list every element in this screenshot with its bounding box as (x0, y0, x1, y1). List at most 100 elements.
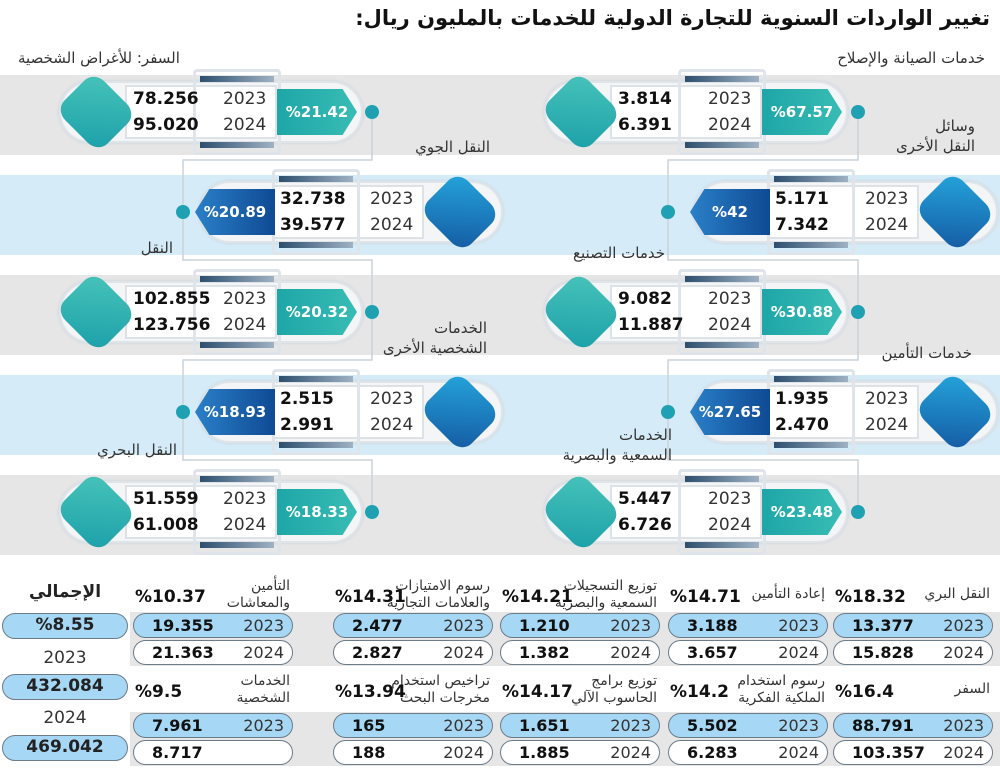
pill-2023: 3.188 2023 (668, 613, 828, 638)
year-2023: 2023 (243, 716, 284, 735)
year-2023: 2023 (865, 189, 909, 209)
year-2023: 2023 (370, 389, 414, 409)
card: %18.33 51.559 61.008 2023 2024 (54, 469, 367, 555)
card: %20.89 32.738 39.577 2023 2024 (195, 169, 507, 255)
year-2023: 2023 (778, 716, 819, 735)
value-2023: 165 (352, 716, 386, 735)
table-label: النقل البري (924, 586, 990, 602)
connector-dot (365, 305, 379, 319)
card: %20.32 102.855 123.756 2023 2024 (54, 269, 367, 355)
frame-strip (774, 242, 848, 248)
percent-badge: %21.42 (277, 89, 357, 135)
frame-strip (279, 376, 353, 382)
table-percent: %18.32 (835, 587, 906, 607)
percent-badge: %18.33 (277, 489, 357, 535)
pill-2023: 1.210 2023 (500, 613, 660, 638)
value-2023: 19.355 (152, 616, 214, 635)
panel-frame (193, 69, 281, 155)
connector-dot (661, 405, 675, 419)
value-2024: 61.008 (133, 515, 199, 535)
category-label: النقل (140, 239, 173, 257)
percent-badge: %42 (690, 189, 770, 235)
pill-2024: 103.357 2024 (833, 740, 993, 765)
total-year-2023: 2023 (43, 648, 87, 668)
frame-strip (279, 176, 353, 182)
value-2023: 1.651 (519, 716, 570, 735)
pill-2024: 6.283 2024 (668, 740, 828, 765)
category-label: خدمات التأمين (881, 344, 972, 362)
pill-2023: 5.502 2023 (668, 713, 828, 738)
value-2024: 95.020 (133, 115, 199, 135)
value-2024: 11.887 (618, 315, 684, 335)
value-panel (125, 85, 277, 139)
year-2023: 2023 (865, 389, 909, 409)
year-2024: 2024 (370, 215, 414, 235)
frame-strip (200, 142, 274, 148)
year-2023: 2023 (943, 616, 984, 635)
value-2023: 5.447 (618, 489, 672, 509)
year-2023: 2023 (370, 189, 414, 209)
year-2023: 2023 (223, 289, 267, 309)
frame-strip (200, 276, 274, 282)
pill-2024: 1.382 2024 (500, 640, 660, 665)
value-2024: 103.357 (852, 743, 925, 762)
panel-frame (678, 69, 766, 155)
value-panel (610, 85, 762, 139)
frame-strip (279, 242, 353, 248)
table-percent: %14.21 (502, 587, 573, 607)
connector-line (182, 312, 373, 412)
value-2024: 1.885 (519, 743, 570, 762)
year-2023: 2023 (243, 616, 284, 635)
table-percent: %13.94 (335, 682, 406, 702)
year-2024: 2024 (865, 415, 909, 435)
value-panel (610, 485, 762, 539)
connector-dot (851, 505, 865, 519)
frame-strip (774, 376, 848, 382)
value-panel (610, 285, 762, 339)
frame-strip (200, 76, 274, 82)
value-2023: 3.188 (687, 616, 738, 635)
frame-strip (685, 276, 759, 282)
table-label: إعادة التأمين (751, 586, 825, 602)
value-2023: 88.791 (852, 716, 914, 735)
connector-dot (851, 305, 865, 319)
connector-line (667, 212, 859, 312)
frame-strip (774, 176, 848, 182)
frame-strip (200, 476, 274, 482)
connector-dot (176, 405, 190, 419)
year-2023: 2023 (443, 616, 484, 635)
year-2024: 2024 (610, 743, 651, 762)
value-2023: 32.738 (280, 189, 346, 209)
card: %42 5.171 7.342 2023 2024 (690, 169, 1000, 255)
frame-strip (685, 342, 759, 348)
value-2024: 7.342 (775, 215, 829, 235)
year-2024: 2024 (708, 115, 752, 135)
total-percent: %8.55 (2, 613, 128, 639)
year-2023: 2023 (943, 716, 984, 735)
total-label: الإجمالي (28, 582, 102, 602)
value-2024: 2.827 (352, 643, 403, 662)
pill-2024: 21.363 2024 (133, 640, 293, 665)
value-panel (125, 285, 277, 339)
year-2024: 2024 (865, 215, 909, 235)
connector-line (667, 412, 859, 512)
value-2024: 39.577 (280, 215, 346, 235)
connector-dot (851, 105, 865, 119)
year-2024: 2024 (223, 115, 267, 135)
card: %67.57 3.814 6.391 2023 2024 (539, 69, 852, 155)
frame-strip (685, 76, 759, 82)
value-2023: 9.082 (618, 289, 672, 309)
table-label: رسوم استخدام الملكية الفكرية (737, 673, 825, 706)
value-panel (272, 185, 424, 239)
category-label: خدمات الصيانة والإصلاح (837, 49, 985, 67)
year-2023: 2023 (443, 716, 484, 735)
frame-strip (685, 142, 759, 148)
value-2024: 8.717 (152, 743, 203, 762)
panel-frame (193, 269, 281, 355)
pill-2024: 8.717 (133, 740, 293, 765)
table-percent: %9.5 (135, 682, 183, 702)
connector-line (182, 112, 373, 212)
percent-badge: %20.89 (195, 189, 275, 235)
year-2024: 2024 (708, 315, 752, 335)
frame-strip (200, 542, 274, 548)
